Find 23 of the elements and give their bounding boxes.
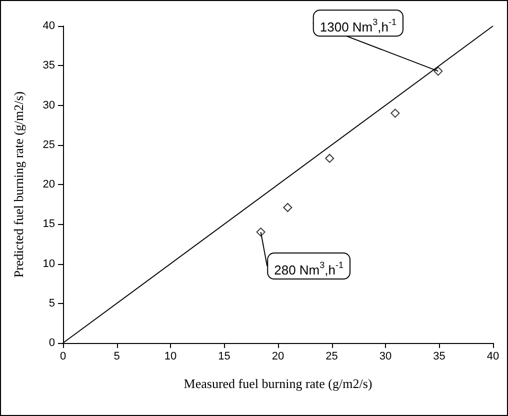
x-tick-label: 40 (486, 350, 500, 362)
y-tick-label: 30 (42, 99, 55, 112)
x-axis-title: Measured fuel burning rate (g/m2/s) (184, 376, 372, 391)
point (283, 202, 292, 212)
x-tick-label: 30 (379, 350, 392, 362)
y-tick-label: 5 (48, 297, 55, 310)
x-tick-label: 20 (272, 350, 284, 362)
y-axis-title: Predicted fuel burning rate (g/m2/s) (11, 91, 26, 278)
y-tick-label: 25 (42, 138, 55, 151)
y-tick-label: 20 (42, 178, 55, 190)
x-tick-label: 0 (60, 350, 66, 362)
point (390, 108, 400, 118)
x-tick-label: 35 (433, 350, 446, 362)
x-tick-label: 10 (164, 350, 177, 362)
y-tick-label: 0 (48, 337, 55, 349)
y-tick-label: 10 (42, 258, 55, 270)
y-tick-label: 15 (42, 218, 55, 230)
x-tick-label: 15 (218, 350, 230, 362)
y-tick-label: 40 (42, 20, 55, 32)
y-tick-label: 35 (42, 60, 55, 72)
point (325, 154, 334, 163)
x-tick-label: 25 (326, 350, 338, 362)
x-tick-label: 5 (114, 350, 120, 362)
